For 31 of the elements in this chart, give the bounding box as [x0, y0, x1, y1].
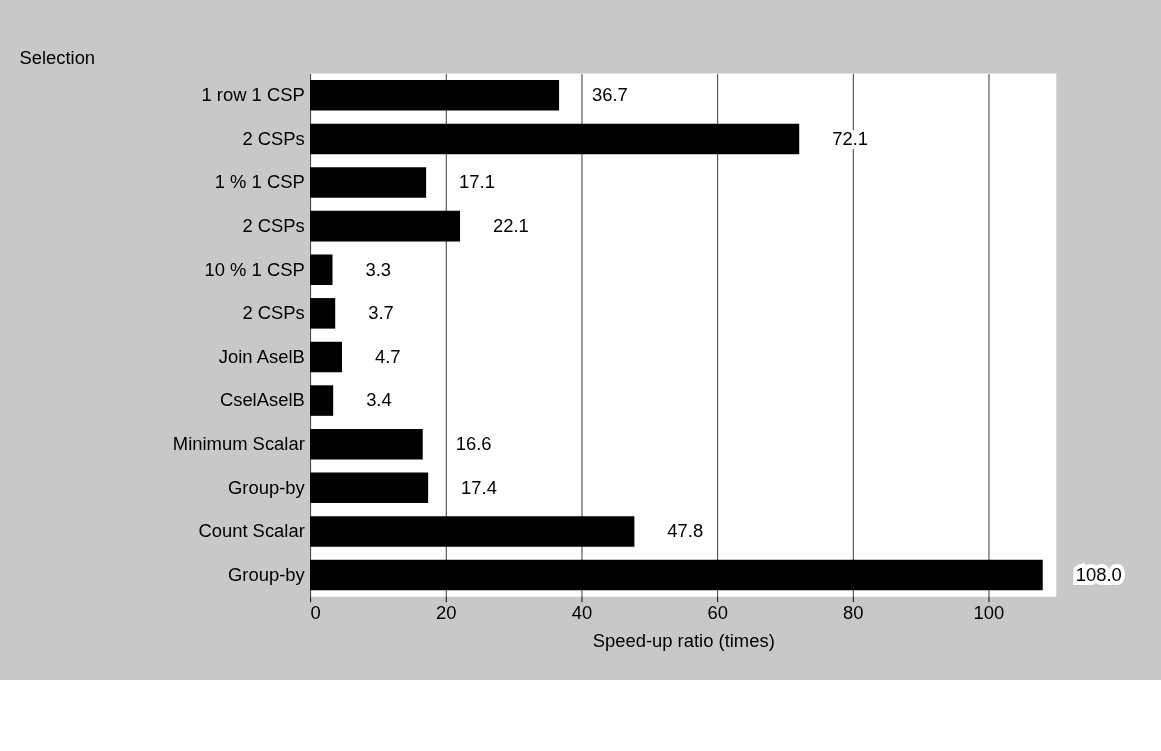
data-label: 22.1: [492, 214, 529, 236]
data-label: 3.4: [366, 389, 392, 411]
x-tick-label: 80: [843, 601, 864, 623]
y-tick-label: Minimum Scalar: [172, 432, 305, 454]
y-tick-label: Group-by: [228, 476, 306, 498]
y-tick-label: Join AselB: [218, 345, 305, 367]
data-label: 17.1: [459, 171, 495, 193]
data-label: 3.3: [365, 258, 392, 280]
x-tick-label: 60: [707, 601, 728, 623]
data-label: 16.6: [455, 432, 492, 454]
data-label: 108.0: [1075, 563, 1122, 585]
y-tick-label: 2 CSPs: [242, 302, 305, 324]
y-tick-label: 1 row 1 CSP: [201, 84, 305, 106]
y-tick-label: 2 CSPs: [242, 127, 305, 149]
y-tick-label: CselAselB: [219, 389, 305, 411]
data-label: 3.7: [368, 302, 394, 324]
data-label: 36.7: [592, 84, 628, 106]
text: Selection: [19, 46, 96, 68]
data-label: 4.7: [374, 345, 401, 367]
x-tick-label: 100: [973, 601, 1005, 623]
y-tick-label: 1 % 1 CSP: [214, 171, 305, 193]
data-label: 47.8: [667, 520, 704, 542]
x-tick-label: 40: [571, 601, 593, 623]
y-tick-label: Count Scalar: [198, 520, 305, 542]
x-tick-label: 0: [310, 601, 321, 623]
x-tick-label: 20: [436, 601, 457, 623]
y-tick-label: 2 CSPs: [242, 214, 305, 236]
y-tick-label: 10 % 1 CSP: [204, 258, 305, 280]
y-tick-label: Group-by: [228, 563, 306, 585]
x-axis-title: Speed-up ratio (times): [592, 629, 775, 651]
data-label: 17.4: [461, 476, 497, 498]
